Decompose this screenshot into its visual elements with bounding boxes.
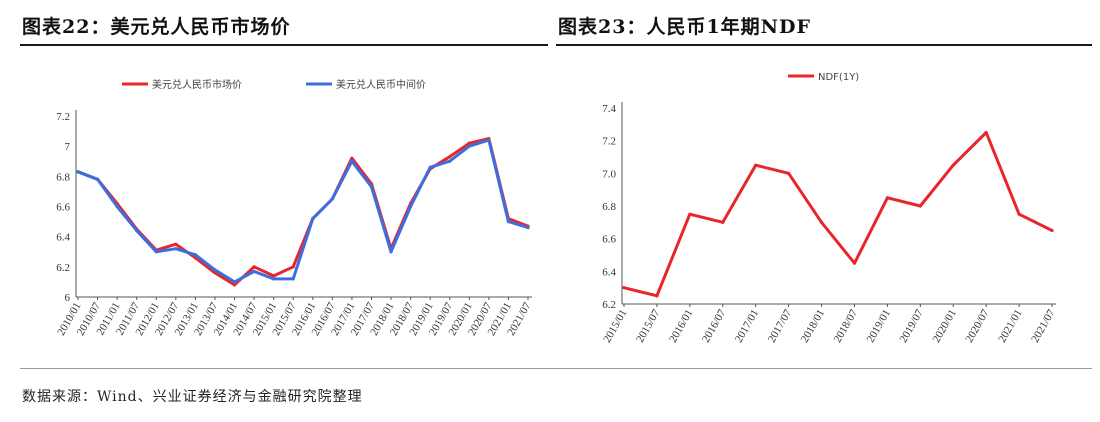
chart-title-left: 图表22：美元兑人民币市场价 bbox=[22, 16, 291, 38]
usdcny-market-chart: 66.26.46.66.877.22010/012010/072011/0120… bbox=[55, 78, 534, 338]
data-point bbox=[252, 265, 256, 269]
title-rule-right bbox=[556, 44, 1092, 46]
x-tick-label: 2017/07 bbox=[766, 307, 795, 345]
x-tick-label: 2017/01 bbox=[733, 308, 761, 345]
data-point bbox=[252, 269, 256, 273]
data-point bbox=[350, 159, 354, 163]
y-tick-label: 6.2 bbox=[602, 299, 616, 311]
data-point bbox=[232, 283, 237, 287]
y-tick-label: 7.2 bbox=[602, 136, 616, 148]
data-point bbox=[951, 163, 955, 167]
data-point bbox=[1050, 228, 1054, 233]
chart-title-right: 图表23：人民币1年期NDF bbox=[558, 16, 811, 38]
y-tick-label: 7 bbox=[65, 141, 71, 153]
data-point bbox=[193, 253, 197, 257]
data-point bbox=[984, 130, 988, 135]
data-point bbox=[526, 226, 530, 230]
x-tick-label: 2018/07 bbox=[832, 307, 861, 345]
x-tick-label: 2018/01 bbox=[799, 308, 827, 345]
data-point bbox=[154, 250, 158, 254]
data-point bbox=[76, 170, 80, 174]
data-point bbox=[885, 196, 889, 200]
y-tick-label: 6.4 bbox=[602, 266, 616, 278]
data-point bbox=[95, 177, 100, 181]
data-point bbox=[487, 138, 491, 142]
data-point bbox=[291, 265, 295, 269]
source-note: 数据来源：Wind、兴业证券经济与金融研究院整理 bbox=[22, 389, 363, 405]
data-point bbox=[311, 216, 315, 221]
data-point bbox=[174, 247, 178, 251]
x-tick-label: 2016/07 bbox=[700, 307, 729, 345]
source-rule bbox=[20, 368, 1092, 369]
data-point bbox=[688, 212, 692, 216]
data-point bbox=[918, 204, 922, 208]
x-tick-label: 2019/01 bbox=[865, 308, 893, 345]
y-tick-label: 6.2 bbox=[56, 262, 70, 274]
data-point bbox=[622, 286, 626, 290]
data-point bbox=[1017, 212, 1021, 216]
series-line-1 bbox=[622, 131, 1054, 298]
data-point bbox=[409, 204, 413, 209]
data-point bbox=[272, 274, 276, 278]
y-tick-label: 6.8 bbox=[602, 201, 616, 213]
y-tick-label: 6.6 bbox=[56, 202, 70, 214]
data-point bbox=[389, 250, 393, 254]
y-tick-label: 7.2 bbox=[56, 111, 70, 123]
data-point bbox=[721, 220, 725, 224]
y-tick-label: 7.4 bbox=[602, 103, 616, 115]
data-point bbox=[115, 204, 119, 209]
data-point bbox=[754, 163, 758, 167]
x-tick-label: 2016/01 bbox=[667, 308, 695, 345]
y-tick-label: 6.8 bbox=[56, 171, 70, 183]
y-tick-label: 6.6 bbox=[602, 234, 616, 246]
x-tick-label: 2021/07 bbox=[1029, 307, 1058, 345]
series-line-2 bbox=[76, 138, 530, 284]
x-tick-label: 2021/01 bbox=[996, 308, 1024, 345]
x-tick-label: 2015/07 bbox=[634, 307, 663, 345]
data-point bbox=[135, 229, 139, 233]
y-tick-label: 6 bbox=[65, 292, 71, 304]
data-point bbox=[852, 261, 857, 265]
data-point bbox=[330, 197, 334, 201]
legend-label: 美元兑人民币市场价 bbox=[152, 78, 242, 91]
series-line-1 bbox=[76, 137, 530, 287]
data-point bbox=[291, 277, 295, 281]
data-point bbox=[350, 156, 354, 160]
data-point bbox=[655, 294, 659, 298]
data-point bbox=[232, 280, 237, 284]
legend-label: 美元兑人民币中间价 bbox=[336, 78, 426, 91]
data-point bbox=[467, 144, 471, 148]
data-point bbox=[428, 165, 432, 169]
data-point bbox=[819, 220, 824, 224]
data-point bbox=[448, 159, 452, 163]
x-tick-label: 2015/01 bbox=[601, 308, 629, 345]
y-tick-label: 7.0 bbox=[602, 168, 616, 180]
x-tick-label: 2019/07 bbox=[897, 307, 926, 345]
data-point bbox=[272, 277, 276, 281]
legend-label: NDF(1Y) bbox=[818, 72, 859, 83]
data-point bbox=[448, 155, 452, 159]
x-tick-label: 2020/01 bbox=[930, 308, 958, 345]
data-point bbox=[213, 268, 217, 272]
y-tick-label: 6.4 bbox=[56, 232, 70, 244]
data-point bbox=[787, 171, 791, 175]
data-point bbox=[506, 219, 511, 224]
data-point bbox=[369, 185, 374, 189]
data-point bbox=[174, 242, 178, 246]
data-point bbox=[467, 141, 471, 145]
title-rule-left bbox=[20, 44, 548, 46]
x-tick-label: 2020/07 bbox=[963, 307, 992, 345]
